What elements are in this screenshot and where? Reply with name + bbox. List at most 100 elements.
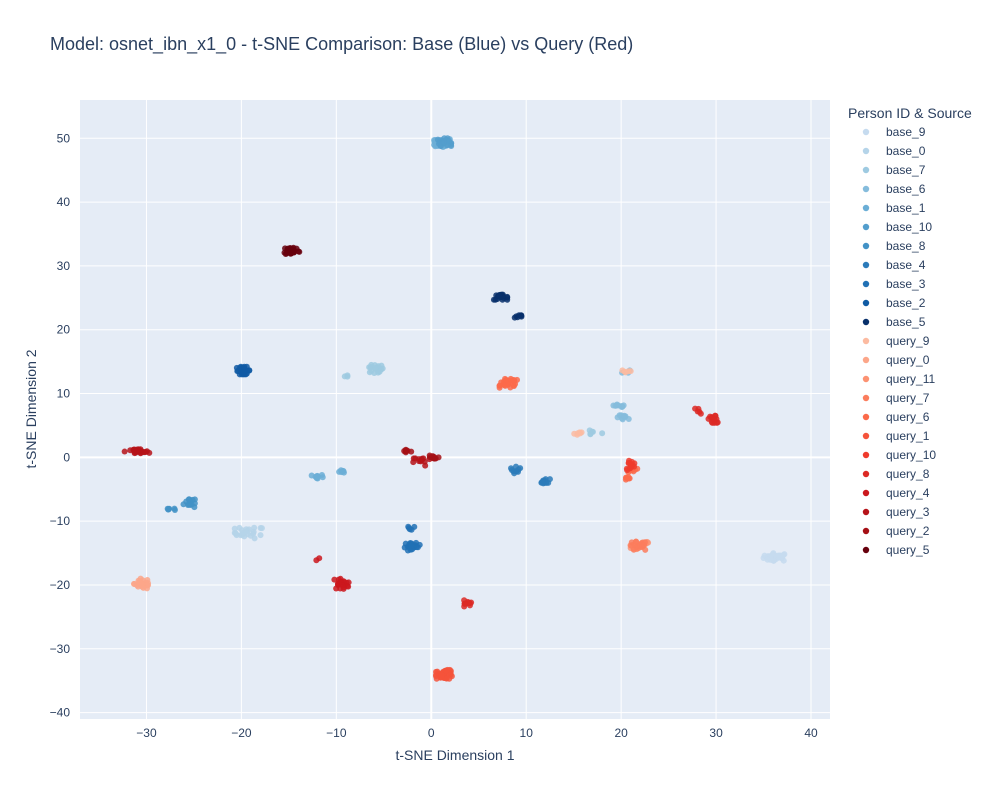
data-point [599, 430, 606, 437]
y-tick-label: 30 [57, 259, 71, 273]
data-point [616, 412, 623, 419]
data-point [180, 501, 187, 508]
data-point [642, 546, 649, 553]
data-point [408, 542, 415, 549]
legend-label: query_4 [886, 486, 930, 500]
data-point [692, 405, 699, 412]
legend-item-query-2[interactable]: query_2 [862, 524, 930, 538]
legend-item-base-0[interactable]: base_0 [862, 144, 926, 158]
legend-marker [862, 508, 870, 516]
data-point [618, 404, 625, 411]
legend-item-query-5[interactable]: query_5 [862, 543, 930, 557]
data-point [443, 667, 450, 674]
legend-item-query-3[interactable]: query_3 [862, 505, 930, 519]
legend-label: base_8 [886, 239, 926, 253]
legend-item-base-6[interactable]: base_6 [862, 182, 926, 196]
data-point [233, 532, 240, 539]
legend-title: Person ID & Source [848, 105, 972, 121]
data-point [338, 469, 345, 476]
data-point [627, 465, 634, 472]
data-point [316, 555, 323, 562]
data-point [510, 382, 517, 389]
legend-marker [862, 147, 870, 155]
legend-label: query_0 [886, 353, 930, 367]
legend-item-base-1[interactable]: base_1 [862, 201, 926, 215]
data-point [508, 467, 515, 474]
data-point [164, 505, 171, 512]
data-point [510, 376, 517, 383]
data-point [344, 372, 351, 379]
y-tick-label: 0 [63, 450, 70, 464]
legend-label: query_2 [886, 524, 930, 538]
data-point [433, 675, 440, 682]
data-points [121, 135, 788, 682]
data-point [236, 524, 243, 531]
legend-item-query-8[interactable]: query_8 [862, 467, 930, 481]
legend-item-query-4[interactable]: query_4 [862, 486, 930, 500]
legend-item-base-9[interactable]: base_9 [862, 125, 926, 139]
legend-label: base_2 [886, 296, 926, 310]
legend-marker [862, 166, 870, 174]
data-point [622, 369, 629, 376]
data-point [490, 296, 497, 303]
data-point [418, 457, 425, 464]
y-tick-label: 20 [57, 323, 71, 337]
legend-label: base_3 [886, 277, 926, 291]
legend-item-base-3[interactable]: base_3 [862, 277, 926, 291]
data-point [144, 577, 151, 584]
x-tick-label: −10 [326, 726, 347, 740]
legend-label: query_8 [886, 467, 930, 481]
legend-item-query-1[interactable]: query_1 [862, 429, 930, 443]
legend-item-base-4[interactable]: base_4 [862, 258, 926, 272]
data-point [331, 576, 338, 583]
data-point [432, 455, 439, 462]
y-tick-label: −30 [50, 642, 71, 656]
grid-lines [80, 100, 830, 719]
x-tick-label: −30 [136, 726, 157, 740]
legend-item-query-11[interactable]: query_11 [862, 372, 936, 386]
legend-item-query-7[interactable]: query_7 [862, 391, 930, 405]
y-tick-label: 40 [57, 195, 71, 209]
legend-item-base-2[interactable]: base_2 [862, 296, 926, 310]
x-tick-label: 40 [804, 726, 818, 740]
data-point [239, 529, 246, 536]
series-base-7 [341, 361, 606, 438]
legend-label: base_4 [886, 258, 926, 272]
series-base-2 [233, 363, 253, 378]
legend-item-base-5[interactable]: base_5 [862, 315, 926, 329]
legend-item-query-6[interactable]: query_6 [862, 410, 930, 424]
y-tick-label: −40 [50, 706, 71, 720]
legend-item-query-0[interactable]: query_0 [862, 353, 930, 367]
data-point [136, 578, 143, 585]
data-point [141, 449, 148, 456]
legend-marker [862, 470, 870, 478]
legend[interactable]: Person ID & Source base_9 base_0 base_7bas… [848, 105, 972, 557]
legend-item-base-7[interactable]: base_7 [862, 163, 926, 177]
data-point [414, 544, 421, 551]
legend-marker [862, 356, 870, 364]
data-point [143, 585, 150, 592]
data-point [319, 474, 326, 481]
y-tick-label: 10 [57, 387, 71, 401]
legend-item-query-10[interactable]: query_10 [862, 448, 937, 462]
series-base-10 [434, 135, 455, 149]
data-point [247, 532, 254, 539]
legend-item-base-10[interactable]: base_10 [862, 220, 933, 234]
data-point [408, 448, 415, 455]
legend-marker [862, 185, 870, 193]
data-point [443, 675, 450, 682]
data-point [426, 454, 433, 461]
legend-item-query-9[interactable]: query_9 [862, 334, 930, 348]
data-point [121, 448, 128, 455]
series-base-0 [231, 524, 265, 542]
legend-item-base-8[interactable]: base_8 [862, 239, 926, 253]
legend-marker [862, 261, 870, 269]
data-point [146, 449, 153, 456]
data-point [621, 412, 628, 419]
data-point [711, 415, 718, 422]
data-point [538, 479, 545, 486]
series-base-3 [401, 523, 423, 554]
legend-label: query_1 [886, 429, 930, 443]
x-tick-label: 20 [614, 726, 628, 740]
legend-label: query_10 [886, 448, 936, 462]
